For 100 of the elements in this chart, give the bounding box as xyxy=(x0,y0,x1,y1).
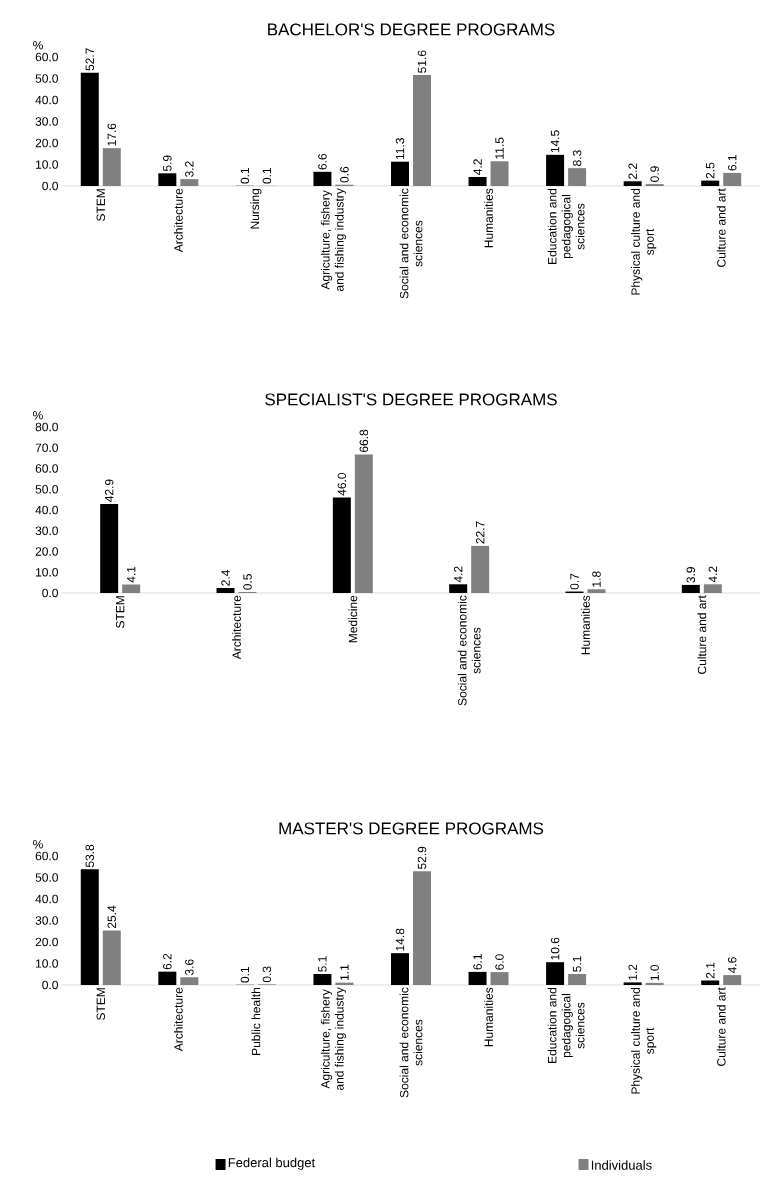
x-tick-label: Culture and art xyxy=(716,987,726,1066)
data-label: 17.6 xyxy=(107,123,117,146)
data-label: 1.8 xyxy=(592,571,601,587)
bar xyxy=(490,161,509,186)
bar xyxy=(180,179,199,186)
data-label: 0.1 xyxy=(262,167,272,184)
data-label: 5.9 xyxy=(163,155,172,172)
chart-title: BACHELOR'S DEGREE PROGRAMS xyxy=(268,23,555,36)
data-label: 14.8 xyxy=(395,928,405,951)
data-label: 6.1 xyxy=(473,954,482,970)
y-tick-label: 0.0 xyxy=(42,588,58,598)
x-tick-label: Humanities xyxy=(581,595,590,655)
data-label: 46.0 xyxy=(337,472,347,496)
data-label: 0.5 xyxy=(243,574,252,590)
x-tick-label: Medicine xyxy=(348,595,358,643)
bar xyxy=(390,953,409,985)
bar xyxy=(180,977,199,985)
data-label: 1.0 xyxy=(650,964,659,981)
y-tick-label: 60.0 xyxy=(35,851,58,861)
data-label: 22.7 xyxy=(475,521,485,544)
y-tick-label: 50.0 xyxy=(35,485,58,494)
bar xyxy=(703,584,722,593)
data-label: 51.6 xyxy=(417,50,427,73)
bar xyxy=(102,930,121,985)
bar xyxy=(546,154,565,186)
bar xyxy=(723,172,742,186)
bar xyxy=(623,181,642,186)
data-label: 52.7 xyxy=(85,48,95,71)
y-tick-label: 50.0 xyxy=(35,873,58,882)
x-tick-label: Physical culture and sport xyxy=(631,189,657,295)
y-tick-label: 0.0 xyxy=(42,980,58,990)
data-label: 4.6 xyxy=(727,957,737,974)
x-tick-label: Agriculture, fishery and fishing industry xyxy=(320,188,347,292)
x-tick-label: Architecture xyxy=(173,188,183,253)
data-label: 42.9 xyxy=(104,479,114,502)
bar xyxy=(546,962,565,985)
data-label: 1.1 xyxy=(340,964,349,981)
y-tick-label: 20.0 xyxy=(35,547,58,556)
x-tick-label: Education and pedagogical sciences xyxy=(547,189,585,264)
bar xyxy=(468,176,487,186)
data-label: 3.2 xyxy=(185,161,194,177)
chart-title: MASTER'S DEGREE PROGRAMS xyxy=(279,822,544,835)
bar xyxy=(332,497,351,593)
data-label: 3.6 xyxy=(185,959,194,976)
bar xyxy=(490,972,509,985)
bar xyxy=(449,584,468,593)
bar xyxy=(568,168,587,186)
bar xyxy=(390,161,409,186)
bar xyxy=(681,584,700,593)
x-tick-label: STEM xyxy=(96,189,106,221)
y-tick-label: 30.0 xyxy=(35,117,58,126)
bar xyxy=(623,982,642,985)
x-tick-label: Physical culture and sport xyxy=(631,988,657,1094)
data-label: 14.5 xyxy=(550,130,560,153)
data-label: 2.2 xyxy=(628,163,637,179)
data-label: 4.2 xyxy=(453,566,463,583)
data-label: 0.7 xyxy=(570,573,579,590)
bar xyxy=(645,982,664,985)
data-label: 53.8 xyxy=(85,844,95,868)
y-axis-title: % xyxy=(33,411,43,420)
data-label: 0.1 xyxy=(240,167,250,184)
data-label: 6.2 xyxy=(163,953,172,970)
data-label: 0.3 xyxy=(262,966,272,983)
y-tick-label: 50.0 xyxy=(35,74,58,83)
y-tick-label: 10.0 xyxy=(36,959,58,968)
x-tick-label: STEM xyxy=(115,596,125,628)
data-label: 3.9 xyxy=(686,567,696,583)
bar xyxy=(158,173,177,186)
x-tick-label: Architecture xyxy=(232,595,241,660)
bar xyxy=(723,975,742,985)
data-label: 2.4 xyxy=(221,569,230,586)
data-label: 10.6 xyxy=(550,937,560,960)
data-label: 6.1 xyxy=(727,155,737,171)
bar xyxy=(80,72,99,186)
data-label: 2.1 xyxy=(706,962,715,979)
bar xyxy=(216,588,235,593)
x-tick-label: Social and economic sciences xyxy=(399,188,423,299)
y-tick-label: 60.0 xyxy=(35,52,58,62)
data-label: 11.5 xyxy=(495,137,504,159)
y-tick-label: 10.0 xyxy=(36,568,58,577)
y-tick-label: 40.0 xyxy=(35,894,58,904)
data-label: 0.1 xyxy=(240,966,250,983)
x-tick-label: Humanities xyxy=(484,188,493,248)
bar xyxy=(468,971,487,985)
bar xyxy=(313,974,332,985)
data-label: 6.0 xyxy=(495,954,504,970)
data-label: 4.2 xyxy=(708,566,718,583)
y-tick-label: 20.0 xyxy=(35,937,58,947)
x-tick-label: Public health xyxy=(251,987,261,1055)
x-tick-label: Culture and art xyxy=(697,595,707,674)
x-tick-label: Agriculture, fishery and fishing industry xyxy=(320,987,347,1091)
y-tick-label: 0.0 xyxy=(42,181,58,191)
bar xyxy=(587,589,606,593)
x-tick-label: Nursing xyxy=(250,188,262,229)
bar xyxy=(158,971,177,985)
bar xyxy=(412,871,431,985)
y-tick-label: 80.0 xyxy=(35,422,58,432)
data-label: 0.6 xyxy=(340,166,349,183)
y-tick-label: 20.0 xyxy=(35,138,58,148)
data-label: 8.3 xyxy=(572,150,582,166)
